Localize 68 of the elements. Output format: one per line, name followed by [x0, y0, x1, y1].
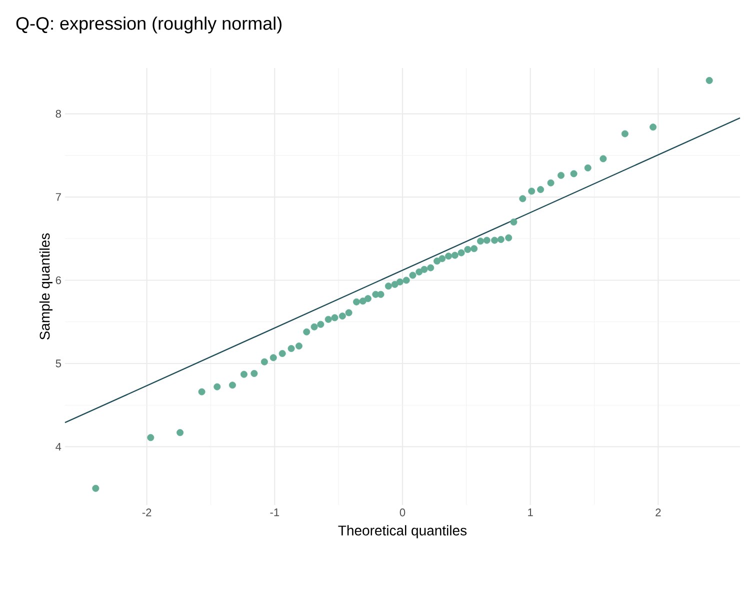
point — [497, 236, 504, 243]
point — [295, 342, 302, 350]
point — [176, 429, 184, 436]
point — [445, 252, 452, 260]
point — [416, 268, 423, 276]
x-tick-label: -1 — [270, 508, 280, 516]
point — [310, 323, 318, 330]
point — [519, 195, 526, 202]
point — [250, 370, 258, 377]
point — [402, 276, 410, 284]
point — [409, 272, 416, 279]
point — [420, 266, 428, 273]
point — [621, 130, 628, 138]
point — [584, 164, 592, 172]
point — [547, 179, 554, 186]
point — [476, 238, 484, 245]
point — [331, 314, 338, 322]
chart-title: Q-Q: expression (roughly normal) — [16, 16, 282, 34]
point — [359, 298, 366, 305]
point — [505, 234, 512, 242]
point — [278, 350, 286, 358]
point — [198, 388, 206, 396]
point — [270, 354, 277, 362]
point — [352, 298, 360, 306]
point — [228, 382, 236, 389]
point — [537, 186, 544, 194]
point — [570, 170, 578, 178]
point — [260, 358, 268, 366]
point — [427, 264, 434, 272]
point — [92, 484, 100, 492]
point — [345, 309, 352, 316]
point — [470, 245, 478, 252]
point — [364, 295, 372, 302]
point — [324, 316, 332, 323]
point — [458, 249, 465, 256]
x-tick-label: 1 — [528, 508, 533, 516]
point — [706, 76, 713, 84]
point — [600, 155, 607, 162]
point — [338, 312, 346, 320]
y-tick-label: 8 — [56, 110, 61, 118]
y-tick-label: 7 — [56, 193, 61, 201]
point — [510, 218, 518, 226]
point — [147, 434, 154, 442]
point — [464, 246, 472, 253]
point — [650, 124, 657, 131]
point — [396, 278, 404, 286]
y-axis-title: Sample quantiles — [39, 233, 52, 340]
point — [558, 172, 565, 179]
point — [451, 252, 458, 259]
point — [317, 320, 324, 328]
point — [377, 290, 384, 298]
point — [288, 345, 295, 352]
x-tick-label: 2 — [656, 508, 661, 516]
point — [303, 328, 310, 336]
point — [391, 280, 398, 288]
y-tick-label: 6 — [56, 276, 61, 284]
point — [214, 383, 221, 390]
point — [491, 236, 498, 244]
point — [438, 255, 446, 262]
point — [384, 282, 392, 290]
x-tick-label: -2 — [142, 508, 152, 516]
y-tick-label: 5 — [56, 360, 61, 368]
point — [483, 236, 490, 244]
x-axis-title: Theoretical quantiles — [338, 525, 467, 538]
point — [528, 188, 536, 195]
x-tick-label: 0 — [400, 508, 406, 516]
point — [240, 370, 248, 378]
y-tick-label: 4 — [56, 442, 62, 451]
